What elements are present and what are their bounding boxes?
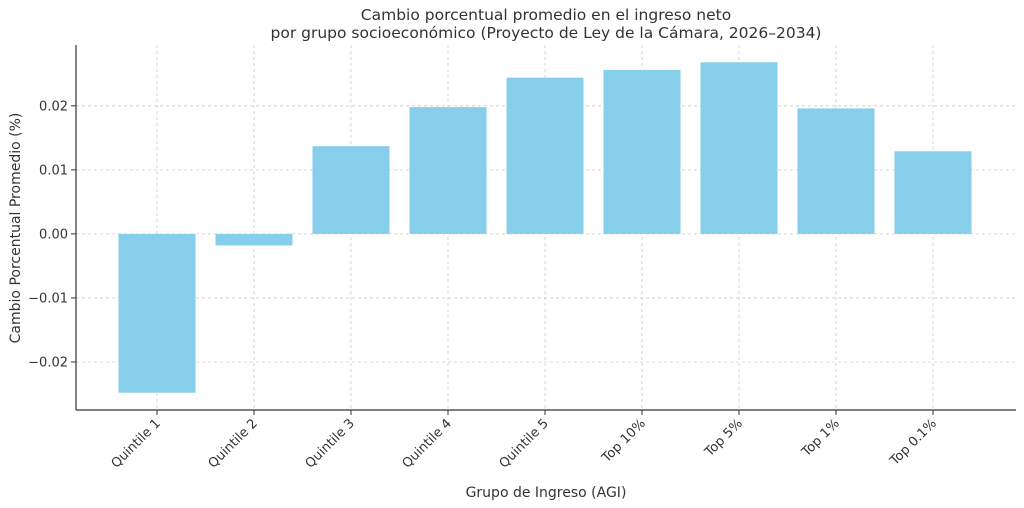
chart-title-line2: por grupo socioeconómico (Proyecto de Le… [271, 24, 822, 42]
x-tick-label: Quintile 2 [206, 416, 261, 471]
bar [603, 69, 681, 234]
bar [700, 62, 778, 234]
y-axis-label: Cambio Porcentual Promedio (%) [8, 113, 24, 344]
y-tick-label: −0.02 [28, 355, 68, 370]
y-tick-label: 0.00 [39, 227, 68, 242]
y-tick-label: 0.02 [39, 99, 68, 114]
x-tick-label: Quintile 3 [303, 416, 358, 471]
bar [215, 233, 293, 246]
x-tick-label: Quintile 1 [109, 416, 164, 471]
bar [409, 107, 487, 234]
x-tick-label: Quintile 4 [400, 416, 455, 471]
bar [506, 77, 584, 234]
bar [797, 108, 875, 234]
y-tick-label: −0.01 [28, 291, 68, 306]
bar [312, 146, 390, 234]
bar [894, 151, 972, 234]
x-tick-label: Top 0.1% [887, 416, 940, 469]
x-tick-label: Top 1% [798, 416, 842, 460]
bars [118, 62, 972, 393]
y-ticks: −0.02 −0.01 0.00 0.01 0.02 [28, 99, 76, 370]
x-axis-label: Grupo de Ingreso (AGI) [466, 485, 627, 501]
x-tick-label: Quintile 5 [497, 416, 552, 471]
bar [118, 233, 196, 393]
x-tick-label: Top 10% [599, 416, 649, 466]
chart-title-line1: Cambio porcentual promedio en el ingreso… [361, 6, 731, 24]
y-tick-label: 0.01 [39, 163, 68, 178]
x-tick-label: Top 5% [701, 416, 745, 460]
x-ticks: Quintile 1 Quintile 2 Quintile 3 Quintile 4… [109, 410, 940, 471]
